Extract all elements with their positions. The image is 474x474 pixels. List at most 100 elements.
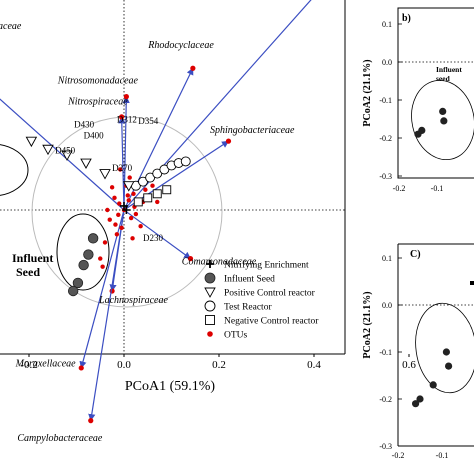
sample-label: D400 xyxy=(84,131,104,141)
y-tick-label: -0.3 xyxy=(379,442,392,451)
taxa-vector-arrow xyxy=(0,98,125,211)
y-tick-label: -0.2 xyxy=(379,395,392,404)
x-tick-label: -0.2 xyxy=(392,451,405,460)
panel-c-clipped-marker xyxy=(470,281,474,285)
influent-seed-point xyxy=(83,249,94,260)
y-tick-label: 0.1 xyxy=(382,254,392,263)
taxa-label: Nitrosomonadaceae xyxy=(57,76,139,87)
large-ellipse xyxy=(31,116,223,308)
taxa-vector-tip xyxy=(119,114,125,120)
x-tick-label: -0.1 xyxy=(431,184,444,193)
legend-entry: Positive Control reactor xyxy=(204,287,316,299)
sample-label: D430 xyxy=(74,119,94,129)
otu-point xyxy=(100,264,105,269)
otu-point xyxy=(119,225,124,231)
y-tick-label: 0.0 xyxy=(382,301,392,310)
taxa-label: Lachnospiraceae xyxy=(98,295,168,306)
x-tick-label: 0.0 xyxy=(117,359,131,371)
side-panel-point xyxy=(412,400,420,408)
panel-c-y-axis-title: PCoA2 (21.1%) xyxy=(362,291,373,358)
taxa-labels: FlavobacteriaceaeRhodocyclaceaeNitrosomo… xyxy=(15,40,295,444)
legend-label: Positive Control reactor xyxy=(224,289,316,299)
nitrifying-enrichment-point xyxy=(120,201,128,210)
clipped-taxon-label: aceae xyxy=(0,21,22,32)
side-panel-point xyxy=(442,348,450,356)
left-ellipse xyxy=(0,144,29,196)
test-reactor-point xyxy=(180,156,191,167)
taxa-vector-tip xyxy=(109,288,115,294)
otu-point xyxy=(133,211,139,217)
reference-lines xyxy=(0,0,345,354)
legend-label: Influent Seed xyxy=(224,274,275,285)
taxa-label: Rhodocyclaceae xyxy=(147,40,214,51)
taxa-vector-arrow xyxy=(88,209,125,422)
legend-marker xyxy=(204,287,216,298)
legend-label: Nitrifying Enrichment xyxy=(224,260,309,271)
otu-point xyxy=(107,217,112,222)
negative-control-point xyxy=(152,189,162,199)
otu-point xyxy=(143,187,148,192)
positive-control-point xyxy=(61,150,73,161)
legend-marker xyxy=(204,272,216,284)
otu-point xyxy=(114,232,120,237)
legend-marker xyxy=(205,315,215,325)
negative-control-point xyxy=(133,197,143,207)
otu-point xyxy=(131,191,136,196)
otu-point xyxy=(102,240,108,245)
group-ellipses xyxy=(0,116,223,308)
panel-b-x-ticks: -0.2 -0.1 xyxy=(393,184,444,193)
taxa-vector-arrow xyxy=(123,0,312,211)
otu-point xyxy=(117,201,122,206)
positive-control-point xyxy=(80,158,92,169)
otu-point xyxy=(126,198,131,203)
main-pcoa-panel: D430D400D470D450D270D312D354D230 Flavoba… xyxy=(0,0,416,444)
side-panel-point xyxy=(440,117,448,125)
y-tick-label: 0.0 xyxy=(382,58,392,67)
x-tick-label: -0.2 xyxy=(20,359,37,371)
x-tick-labels: -0.2 0.0 0.2 0.4 0.6 xyxy=(20,354,416,371)
panel-b-group-label: Influent seed xyxy=(436,65,462,83)
y-tick-label: 0.1 xyxy=(382,20,392,29)
otu-point xyxy=(128,215,134,221)
legend-label: OTUs xyxy=(224,331,248,341)
y-tick-label: -0.1 xyxy=(379,348,392,357)
x-axis-title: PCoA1 (59.1%) xyxy=(125,379,216,394)
sample-label: D270 xyxy=(112,163,132,173)
taxa-vector-arrow xyxy=(123,209,192,260)
panel-c-ellipse xyxy=(415,302,474,394)
negative-control-point xyxy=(143,193,153,203)
side-panel-point xyxy=(416,395,424,403)
positive-control-point xyxy=(99,169,111,180)
panel-b-y-axis-title: PCoA2 (21.1%) xyxy=(362,59,373,126)
taxa-vectors xyxy=(0,0,312,424)
influent-seed-ellipse xyxy=(56,213,110,291)
positive-control-point xyxy=(122,181,135,192)
panel-c-label: C) xyxy=(410,249,421,260)
legend-label: Negative Control reactor xyxy=(224,317,319,327)
legend-entry: Nitrifying Enrichment xyxy=(206,260,309,271)
x-tick-label: -0.2 xyxy=(393,184,406,193)
taxa-vector-arrow xyxy=(118,116,126,211)
otu-point xyxy=(113,222,118,227)
influent-seed-point xyxy=(87,233,99,244)
influent-seed-point xyxy=(67,285,79,297)
otu-point xyxy=(118,167,123,172)
x-tick-label: 0.2 xyxy=(212,359,226,371)
otu-point xyxy=(98,256,103,261)
x-tick-label: 0.4 xyxy=(307,359,321,371)
otu-point xyxy=(105,207,110,213)
negative-control-point xyxy=(162,185,172,195)
legend-entry: Test Reactor xyxy=(204,300,272,313)
taxa-label: Moraxellaceae xyxy=(15,358,77,369)
taxa-vector-tip xyxy=(78,365,84,371)
taxa-label: Nitrospiraceae xyxy=(67,97,128,108)
panel-b-y-ticks: 0.1 0.0 -0.1 -0.2 -0.3 xyxy=(379,20,402,181)
taxa-vector-tip xyxy=(187,256,194,262)
taxa-vector-tip xyxy=(88,418,94,424)
legend: Nitrifying Enrichment Influent Seed Positi… xyxy=(204,260,319,341)
panel-b-ellipse xyxy=(411,79,474,161)
side-panel-point xyxy=(439,107,447,115)
panel-b: b) 0.10.0-0.1-0.2-0.3 -0.2 -0.1 PCoA2 (21… xyxy=(362,7,474,193)
otu-point xyxy=(138,224,143,229)
